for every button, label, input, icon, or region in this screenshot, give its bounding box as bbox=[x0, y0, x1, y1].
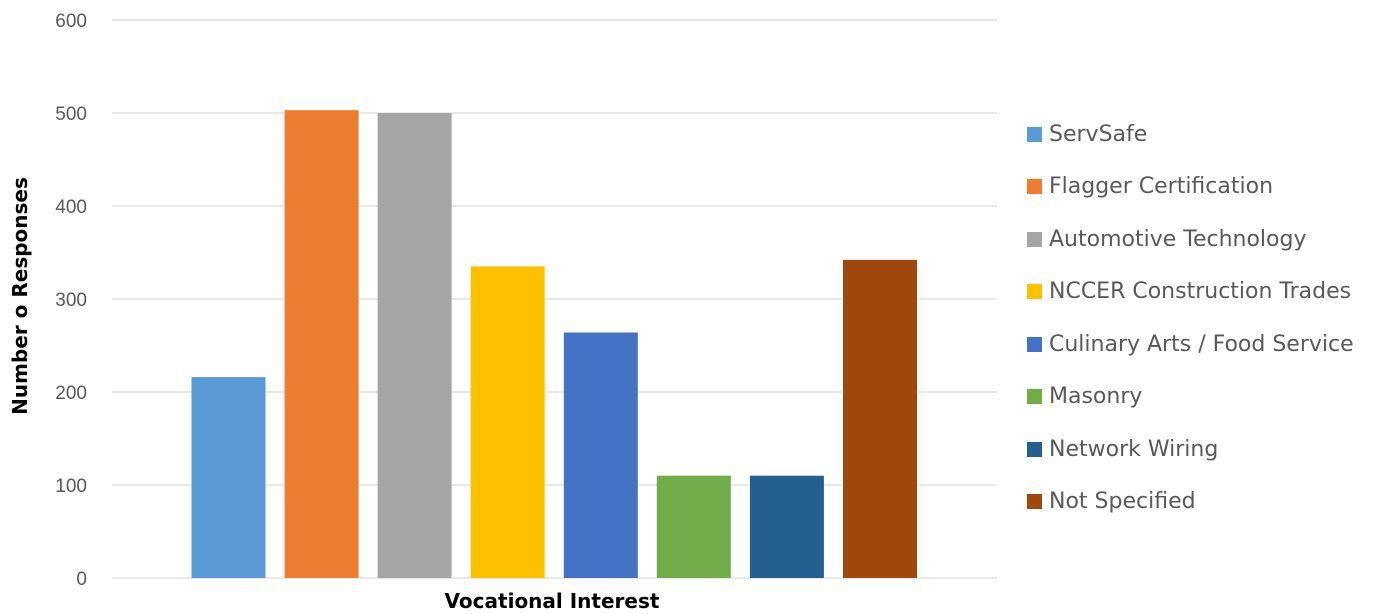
bar-nccer-construction-trades bbox=[470, 266, 545, 578]
bar-masonry bbox=[656, 475, 731, 578]
bar-not-specified bbox=[843, 259, 917, 578]
legend-item: NCCER Construction Trades bbox=[1027, 266, 1354, 319]
y-tick-label: 0 bbox=[76, 569, 87, 590]
y-tick-label: 500 bbox=[55, 104, 87, 125]
y-tick-label: 600 bbox=[55, 11, 87, 32]
y-axis-ticks: 0 100 200 300 400 500 600 bbox=[55, 11, 87, 590]
bar-automotive-technology bbox=[377, 113, 452, 578]
legend-item: Automotive Technology bbox=[1027, 213, 1354, 266]
bar-culinary-arts-food-service bbox=[563, 332, 638, 578]
y-axis-title: Number o Responses bbox=[8, 177, 32, 415]
y-tick-label: 100 bbox=[55, 476, 87, 497]
legend-item: Culinary Arts / Food Service bbox=[1027, 318, 1354, 371]
legend-label: Culinary Arts / Food Service bbox=[1049, 331, 1354, 357]
legend: ServSafe Flagger Certification Automotive … bbox=[1027, 108, 1354, 528]
legend-label: ServSafe bbox=[1049, 121, 1148, 147]
bar-servsafe bbox=[191, 377, 266, 578]
legend-item: Network Wiring bbox=[1027, 423, 1354, 476]
legend-item: ServSafe bbox=[1027, 108, 1354, 161]
legend-swatch bbox=[1027, 389, 1042, 405]
legend-item: Not Specified bbox=[1027, 476, 1354, 529]
bars bbox=[191, 110, 917, 578]
legend-label: NCCER Construction Trades bbox=[1049, 279, 1352, 305]
legend-label: Masonry bbox=[1049, 384, 1143, 410]
legend-label: Flagger Certification bbox=[1049, 174, 1274, 200]
x-axis-title: Vocational Interest bbox=[445, 589, 660, 613]
y-tick-label: 400 bbox=[55, 197, 87, 218]
legend-item: Flagger Certification bbox=[1027, 161, 1354, 214]
legend-label: Not Specified bbox=[1049, 489, 1196, 515]
legend-swatch bbox=[1027, 126, 1042, 142]
bar-flagger-certification bbox=[284, 110, 359, 578]
legend-swatch bbox=[1027, 494, 1042, 510]
legend-item: Masonry bbox=[1027, 371, 1354, 424]
bar-network-wiring bbox=[749, 475, 824, 578]
legend-label: Automotive Technology bbox=[1049, 226, 1307, 252]
legend-swatch bbox=[1027, 336, 1042, 352]
legend-swatch bbox=[1027, 231, 1042, 247]
y-tick-label: 200 bbox=[55, 383, 87, 404]
legend-label: Network Wiring bbox=[1049, 436, 1219, 462]
legend-swatch bbox=[1027, 441, 1042, 457]
y-tick-label: 300 bbox=[55, 290, 87, 311]
legend-swatch bbox=[1027, 284, 1042, 300]
legend-swatch bbox=[1027, 179, 1042, 195]
